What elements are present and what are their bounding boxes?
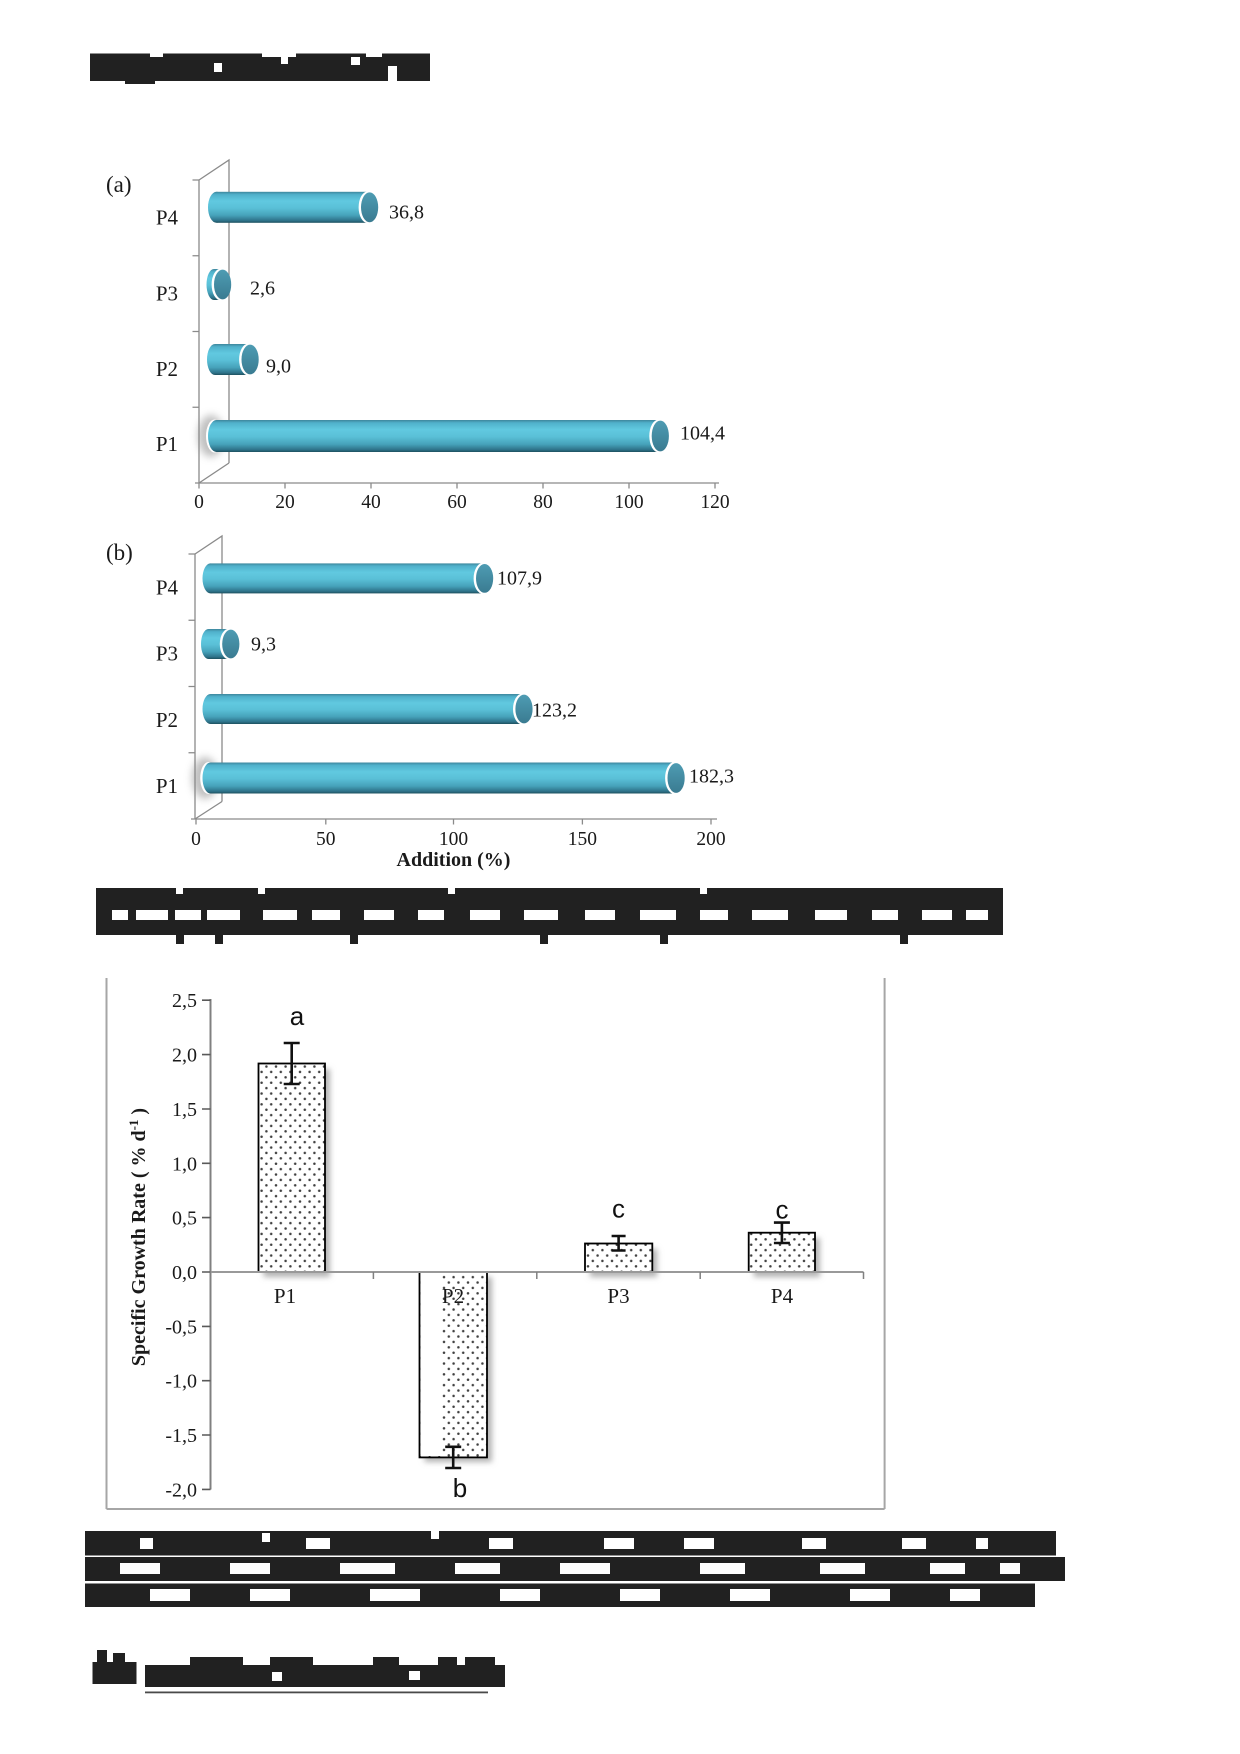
svg-text:1,0: 1,0 xyxy=(172,1153,197,1175)
svg-text:P3: P3 xyxy=(607,1284,629,1308)
svg-text:P2: P2 xyxy=(442,1284,464,1308)
svg-text:P1: P1 xyxy=(156,774,178,798)
svg-text:0: 0 xyxy=(194,492,204,513)
svg-text:-1,5: -1,5 xyxy=(165,1425,197,1447)
svg-text:2,0: 2,0 xyxy=(172,1045,197,1067)
svg-text:P1: P1 xyxy=(274,1284,296,1308)
svg-text:40: 40 xyxy=(361,492,381,513)
svg-text:2,6: 2,6 xyxy=(250,278,275,300)
svg-text:20: 20 xyxy=(275,492,295,513)
svg-text:P4: P4 xyxy=(156,576,179,600)
svg-text:107,9: 107,9 xyxy=(497,568,542,590)
svg-text:P2: P2 xyxy=(156,708,178,732)
svg-text:(b): (b) xyxy=(106,540,133,565)
svg-text:200: 200 xyxy=(696,829,725,850)
svg-text:50: 50 xyxy=(316,829,336,850)
svg-text:0,5: 0,5 xyxy=(172,1208,197,1230)
svg-text:b: b xyxy=(453,1473,467,1503)
svg-text:P3: P3 xyxy=(156,642,178,666)
svg-text:9,3: 9,3 xyxy=(251,634,276,656)
svg-text:0,0: 0,0 xyxy=(172,1262,197,1284)
svg-text:104,4: 104,4 xyxy=(680,423,725,445)
svg-text:0: 0 xyxy=(191,829,201,850)
svg-text:182,3: 182,3 xyxy=(689,766,734,788)
svg-text:123,2: 123,2 xyxy=(532,700,577,722)
svg-text:-1,0: -1,0 xyxy=(165,1371,197,1393)
svg-text:Specific Growth Rate ( % d-1 ): Specific Growth Rate ( % d-1 ) xyxy=(126,1108,150,1366)
svg-text:80: 80 xyxy=(533,492,553,513)
svg-text:100: 100 xyxy=(439,829,468,850)
svg-text:-2,0: -2,0 xyxy=(165,1479,197,1501)
svg-text:P3: P3 xyxy=(156,282,178,306)
svg-text:36,8: 36,8 xyxy=(389,202,424,224)
svg-text:100: 100 xyxy=(614,492,643,513)
svg-text:2,5: 2,5 xyxy=(172,990,197,1012)
svg-text:120: 120 xyxy=(700,492,729,513)
svg-text:(a): (a) xyxy=(106,172,132,197)
svg-text:1,5: 1,5 xyxy=(172,1099,197,1121)
svg-text:9,0: 9,0 xyxy=(266,356,291,378)
svg-text:P2: P2 xyxy=(156,357,178,381)
svg-text:a: a xyxy=(290,1001,305,1031)
svg-text:c: c xyxy=(776,1195,789,1225)
svg-text:60: 60 xyxy=(447,492,467,513)
svg-text:Addition (%): Addition (%) xyxy=(397,849,511,871)
svg-text:P4: P4 xyxy=(156,206,179,230)
svg-text:P1: P1 xyxy=(156,432,178,456)
svg-text:P4: P4 xyxy=(771,1284,794,1308)
svg-text:-0,5: -0,5 xyxy=(165,1316,197,1338)
svg-text:c: c xyxy=(612,1194,625,1224)
svg-text:150: 150 xyxy=(568,829,597,850)
